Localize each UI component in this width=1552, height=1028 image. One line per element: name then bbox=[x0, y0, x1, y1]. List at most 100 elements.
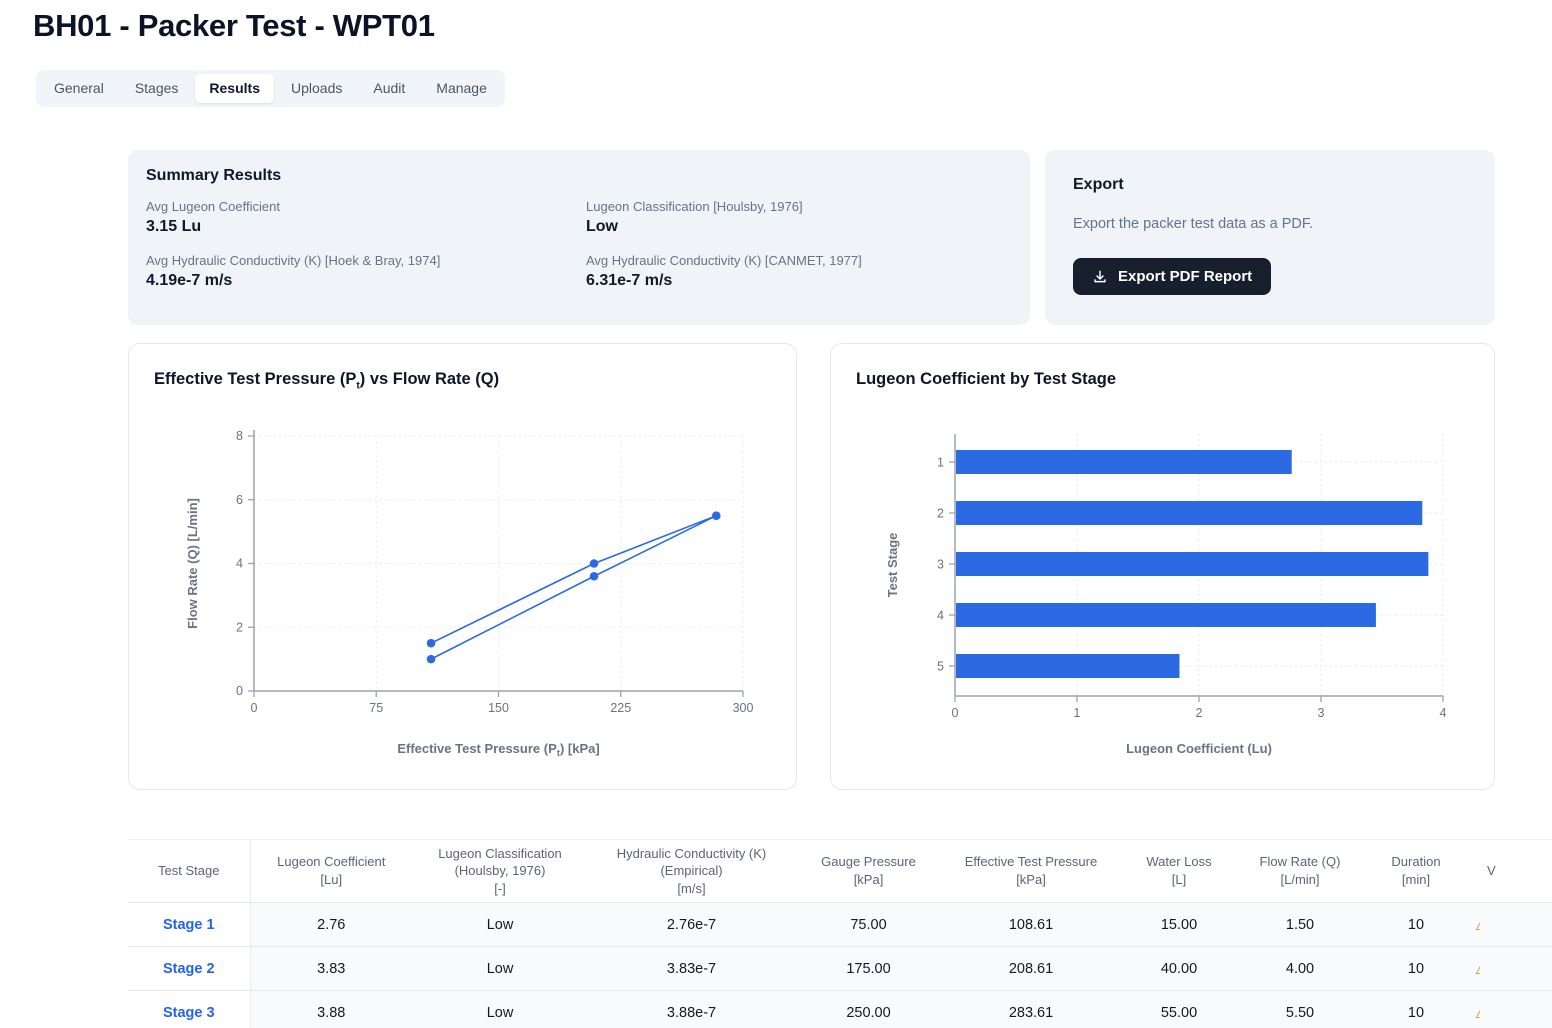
stage-cell: Stage 2 bbox=[128, 946, 251, 991]
svg-text:5: 5 bbox=[937, 660, 944, 674]
table-cell: 250.00 bbox=[795, 990, 942, 1028]
table-cell: 2.76e-7 bbox=[588, 902, 795, 947]
summary-item: Avg Hydraulic Conductivity (K) [Hoek & B… bbox=[146, 253, 586, 290]
svg-text:0: 0 bbox=[952, 706, 959, 720]
validity-cell: ⚠ bbox=[1470, 990, 1552, 1028]
svg-text:Effective Test Pressure (Pt) [: Effective Test Pressure (Pt) [kPa] bbox=[397, 741, 599, 759]
table-cell: 2.76 bbox=[250, 902, 412, 947]
table-cell: 4.00 bbox=[1238, 946, 1362, 991]
column-header: Duration [min] bbox=[1362, 839, 1470, 903]
svg-text:1: 1 bbox=[937, 456, 944, 470]
pressure-vs-flow-chart-title: Effective Test Pressure (Pt) vs Flow Rat… bbox=[154, 370, 500, 392]
results-table: Test Stage Lugeon Coefficient [Lu] Lugeon C… bbox=[128, 839, 1552, 1028]
svg-text:2: 2 bbox=[236, 620, 243, 634]
stage-link[interactable]: Stage 1 bbox=[162, 916, 215, 933]
table-cell: 3.88e-7 bbox=[588, 990, 795, 1028]
column-header: Hydraulic Conductivity (K) (Empirical) [m/… bbox=[588, 839, 795, 903]
top-panels-row: Summary Results Avg Lugeon Coefficient 3.… bbox=[128, 150, 1495, 325]
tab-stages[interactable]: Stages bbox=[121, 74, 193, 103]
download-icon bbox=[1092, 269, 1108, 285]
summary-item-value: Low bbox=[586, 218, 618, 235]
column-header: Gauge Pressure [kPa] bbox=[795, 839, 942, 903]
tab-general[interactable]: General bbox=[40, 74, 118, 103]
tab-audit[interactable]: Audit bbox=[359, 74, 419, 103]
warning-icon: ⚠ bbox=[1475, 960, 1480, 978]
svg-text:4: 4 bbox=[1440, 706, 1447, 720]
svg-text:2: 2 bbox=[937, 507, 944, 521]
summary-item-label: Lugeon Classification [Houlsby, 1976] bbox=[586, 199, 803, 214]
results-table-scroll-area[interactable]: Test Stage Lugeon Coefficient [Lu] Lugeon C… bbox=[128, 839, 1552, 1028]
table-cell: 10 bbox=[1362, 946, 1470, 991]
tab-results[interactable]: Results bbox=[195, 74, 274, 103]
svg-text:3: 3 bbox=[1318, 706, 1325, 720]
lugeon-by-stage-chart: 1 2 3 4 5 0 1 2 3 4 Lugeon Coefficient (Lu) Test St… bbox=[885, 434, 1447, 756]
table-cell: Low bbox=[412, 946, 588, 991]
svg-text:150: 150 bbox=[488, 701, 509, 715]
table-row: Stage 2 3.83 Low 3.83e-7 175.00 208.61 40.00 4.… bbox=[128, 946, 1552, 991]
svg-text:300: 300 bbox=[733, 701, 754, 715]
summary-title: Summary Results bbox=[146, 167, 282, 184]
column-header: Test Stage bbox=[128, 839, 251, 903]
table-cell: 75.00 bbox=[795, 902, 942, 947]
svg-text:Lugeon Coefficient (Lu): Lugeon Coefficient (Lu) bbox=[1126, 741, 1272, 756]
table-cell: 175.00 bbox=[795, 946, 942, 991]
summary-item-value: 3.15 Lu bbox=[146, 218, 202, 235]
export-pdf-button-label: Export PDF Report bbox=[1118, 268, 1253, 285]
table-cell: 55.00 bbox=[1120, 990, 1238, 1028]
column-header: Water Loss [L] bbox=[1120, 839, 1238, 903]
column-header: V bbox=[1470, 839, 1552, 903]
lugeon-by-stage-chart-title: Lugeon Coefficient by Test Stage bbox=[856, 370, 1117, 388]
svg-text:75: 75 bbox=[369, 701, 383, 715]
svg-text:Flow Rate (Q) [L/min]: Flow Rate (Q) [L/min] bbox=[185, 498, 200, 629]
table-cell: Low bbox=[412, 902, 588, 947]
table-cell: 1.50 bbox=[1238, 902, 1362, 947]
summary-item: Lugeon Classification [Houlsby, 1976] Low bbox=[586, 199, 1012, 236]
export-description: Export the packer test data as a PDF. bbox=[1073, 216, 1314, 232]
column-header: Effective Test Pressure [kPa] bbox=[942, 839, 1120, 903]
column-header: Flow Rate (Q) [L/min] bbox=[1238, 839, 1362, 903]
export-pdf-button[interactable]: Export PDF Report bbox=[1073, 258, 1272, 295]
column-header: Lugeon Classification (Houlsby, 1976) [-] bbox=[412, 839, 588, 903]
summary-results-panel: Summary Results Avg Lugeon Coefficient 3.… bbox=[128, 150, 1030, 325]
svg-text:Test Stage: Test Stage bbox=[885, 533, 900, 598]
validity-cell: ⚠ bbox=[1470, 946, 1552, 991]
svg-text:4: 4 bbox=[937, 609, 944, 623]
summary-item: Avg Hydraulic Conductivity (K) [CANMET, … bbox=[586, 253, 1012, 290]
tab-bar: General Stages Results Uploads Audit Manage bbox=[36, 70, 505, 107]
tab-uploads[interactable]: Uploads bbox=[277, 74, 356, 103]
table-cell: 5.50 bbox=[1238, 990, 1362, 1028]
summary-item-value: 6.31e-7 m/s bbox=[586, 272, 673, 289]
stage-cell: Stage 3 bbox=[128, 990, 251, 1028]
table-cell: 10 bbox=[1362, 990, 1470, 1028]
table-cell: 15.00 bbox=[1120, 902, 1238, 947]
export-title: Export bbox=[1073, 176, 1124, 193]
stage-link[interactable]: Stage 3 bbox=[162, 1004, 215, 1021]
svg-text:225: 225 bbox=[610, 701, 631, 715]
table-cell: Low bbox=[412, 990, 588, 1028]
stage-link[interactable]: Stage 2 bbox=[162, 960, 215, 977]
summary-item-label: Avg Hydraulic Conductivity (K) [Hoek & B… bbox=[146, 253, 441, 268]
summary-item-label: Avg Lugeon Coefficient bbox=[146, 199, 280, 214]
warning-icon: ⚠ bbox=[1475, 916, 1480, 934]
svg-text:3: 3 bbox=[937, 558, 944, 572]
pressure-vs-flow-chart: 0 75 150 225 300 0 2 4 6 8 Effective Test Pressure… bbox=[185, 429, 754, 759]
table-row: Stage 1 2.76 Low 2.76e-7 75.00 108.61 15.00 1.5… bbox=[128, 902, 1552, 947]
column-header: Lugeon Coefficient [Lu] bbox=[250, 839, 412, 903]
summary-item: Avg Lugeon Coefficient 3.15 Lu bbox=[146, 199, 586, 236]
svg-text:2: 2 bbox=[1196, 706, 1203, 720]
pressure-vs-flow-chart-card: Effective Test Pressure (Pt) vs Flow Rat… bbox=[128, 343, 797, 790]
summary-item-value: 4.19e-7 m/s bbox=[146, 272, 233, 289]
export-panel: Export Export the packer test data as a … bbox=[1045, 150, 1495, 325]
svg-text:1: 1 bbox=[1074, 706, 1081, 720]
stage-cell: Stage 1 bbox=[128, 902, 251, 947]
table-cell: 3.88 bbox=[250, 990, 412, 1028]
tab-manage[interactable]: Manage bbox=[422, 74, 501, 103]
charts-row: Effective Test Pressure (Pt) vs Flow Rat… bbox=[128, 343, 1495, 790]
validity-cell: ⚠ bbox=[1470, 902, 1552, 947]
svg-text:6: 6 bbox=[236, 493, 243, 507]
table-cell: 283.61 bbox=[942, 990, 1120, 1028]
table-cell: 40.00 bbox=[1120, 946, 1238, 991]
summary-grid: Avg Lugeon Coefficient 3.15 Lu Lugeon Clas… bbox=[146, 199, 1012, 290]
svg-text:0: 0 bbox=[251, 701, 258, 715]
table-cell: 108.61 bbox=[942, 902, 1120, 947]
